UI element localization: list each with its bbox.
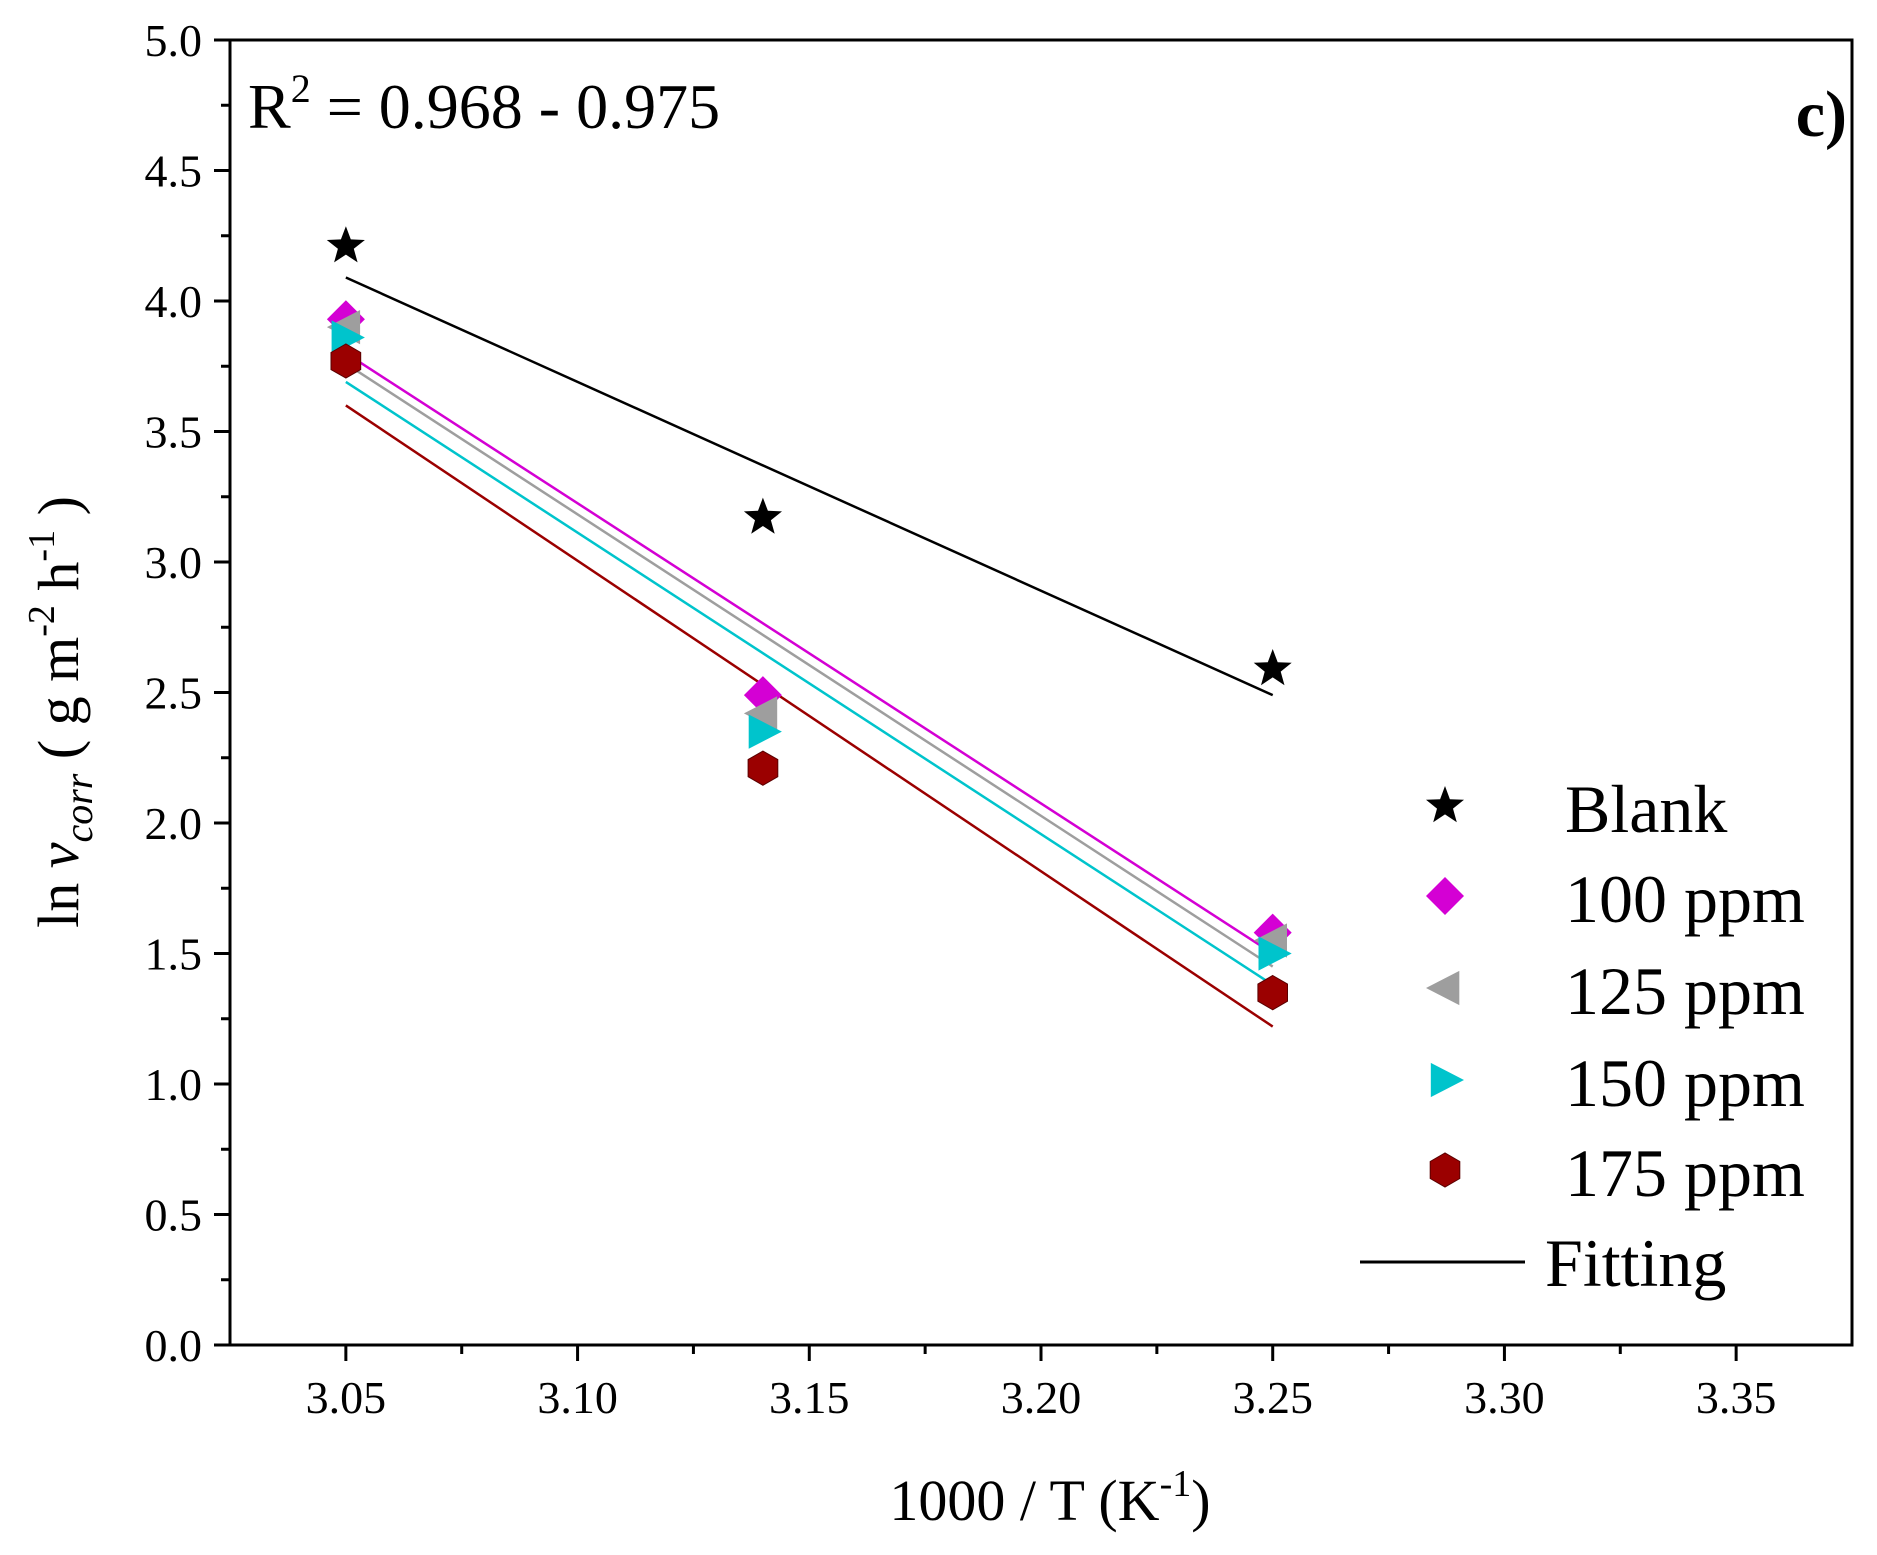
legend-label-125-ppm: 125 ppm — [1565, 953, 1805, 1029]
legend-label-blank: Blank — [1565, 771, 1727, 847]
y-tick-label: 3.0 — [145, 537, 203, 588]
y-tick-label: 3.5 — [145, 407, 203, 458]
x-tick-label: 3.10 — [537, 1372, 618, 1423]
y-tick-label: 0.0 — [145, 1320, 203, 1371]
fit-line-150-ppm — [345, 380, 1274, 986]
y-tick-label: 1.0 — [145, 1059, 203, 1110]
point-150-ppm — [748, 714, 782, 749]
x-tick-label: 3.25 — [1232, 1372, 1313, 1423]
fit-lines — [345, 276, 1274, 1028]
y-tick-label: 1.5 — [145, 929, 203, 980]
legend-marker-150-ppm — [1430, 1062, 1464, 1098]
point-blank — [326, 226, 365, 263]
fit-line-175-ppm — [345, 404, 1274, 1028]
legend-label-175-ppm: 175 ppm — [1565, 1135, 1805, 1211]
point-125-ppm — [743, 696, 778, 731]
y-tick-label: 5.0 — [145, 15, 203, 66]
data-points — [326, 226, 1292, 1011]
y-tick-label: 4.5 — [145, 146, 203, 197]
fit-line-blank — [345, 276, 1274, 697]
fit-line-100-ppm — [345, 352, 1274, 955]
legend-marker-125-ppm — [1426, 970, 1460, 1006]
r-squared-annotation: R2 = 0.968 - 0.975 — [248, 66, 720, 142]
point-150-ppm — [1258, 936, 1292, 971]
x-tick-label: 3.30 — [1464, 1372, 1545, 1423]
legend: Blank 100 ppm 125 ppm 150 ppm 175 ppm Fitting — [1360, 771, 1805, 1301]
panel-label: c) — [1796, 78, 1847, 151]
y-tick-label: 4.0 — [145, 276, 203, 327]
point-175-ppm — [747, 750, 779, 786]
x-tick-label: 3.20 — [1001, 1372, 1082, 1423]
legend-label-150-ppm: 150 ppm — [1565, 1045, 1805, 1121]
fit-line-125-ppm — [345, 362, 1274, 968]
y-axis-title: ln vcorr ( g m-2 h-1 ) — [21, 496, 101, 928]
point-175-ppm — [330, 343, 362, 379]
x-tick-label: 3.05 — [306, 1372, 387, 1423]
legend-marker-blank — [1426, 786, 1464, 823]
point-blank — [743, 497, 782, 534]
legend-label-fitting: Fitting — [1545, 1225, 1726, 1301]
point-175-ppm — [1257, 974, 1288, 1011]
legend-marker-100-ppm — [1426, 877, 1464, 915]
y-tick-label: 2.0 — [145, 798, 203, 849]
y-tick-label: 0.5 — [145, 1190, 203, 1241]
y-tick-label: 2.5 — [145, 668, 203, 719]
x-tick-label: 3.35 — [1696, 1372, 1777, 1423]
x-axis-title: 1000 / T (K-1) — [889, 1463, 1210, 1533]
legend-label-100-ppm: 100 ppm — [1565, 861, 1805, 937]
legend-marker-175-ppm — [1429, 1152, 1461, 1188]
point-150-ppm — [331, 320, 365, 355]
x-tick-label: 3.15 — [769, 1372, 850, 1423]
point-blank — [1253, 649, 1292, 686]
axis-ticks: 3.05 3.10 3.15 3.20 3.25 3.30 3.35 0.0 0.5 1.0 1.5… — [145, 15, 1777, 1423]
